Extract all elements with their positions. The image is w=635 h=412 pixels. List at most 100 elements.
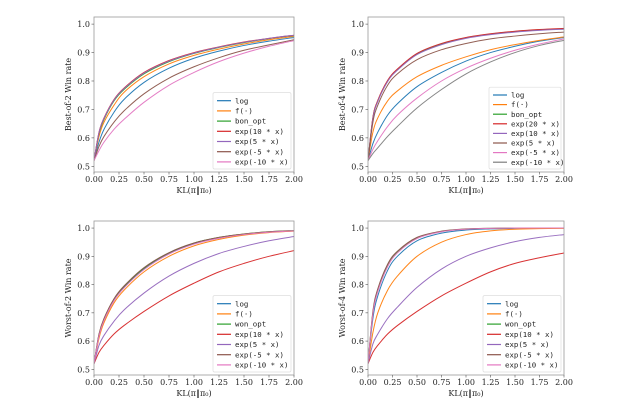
legend-label: log [505, 299, 518, 308]
y-tick-label: 0.5 [77, 365, 90, 374]
legend-label: exp(10 * x) [511, 129, 560, 138]
legend-label: bon_opt [511, 110, 542, 119]
x-tick-label: 1.50 [506, 175, 524, 184]
y-tick-label: 0.9 [77, 252, 90, 261]
x-tick-label: 1.75 [260, 378, 278, 387]
x-tick-label: 1.00 [185, 378, 203, 387]
y-tick-label: 0.7 [77, 105, 90, 114]
series-line-exp-10-x [94, 250, 294, 364]
legend-label: log [235, 96, 248, 105]
legend-label: exp(5 * x) [235, 137, 280, 146]
y-tick-label: 0.5 [351, 162, 364, 171]
x-tick-label: 1.00 [457, 378, 475, 387]
series-line-exp-10-x [368, 28, 564, 161]
x-tick-label: 0.00 [359, 175, 377, 184]
legend-box [482, 295, 562, 373]
series-lines [94, 230, 294, 364]
y-axis-label: Worst-of-2 Win rate [64, 258, 73, 337]
series-line-exp-10-x [94, 230, 294, 364]
y-tick-label: 0.8 [77, 77, 90, 86]
legend-label: won_opt [235, 320, 266, 329]
legend-label: won_opt [505, 320, 536, 329]
y-tick-label: 0.8 [351, 77, 364, 86]
y-tick-label: 0.5 [77, 162, 90, 171]
legend-label: exp(-5 * x) [505, 350, 554, 359]
series-line-f [368, 227, 564, 364]
x-tick-label: 1.25 [210, 175, 228, 184]
series-line-log [94, 36, 294, 161]
x-tick-label: 0.00 [85, 378, 103, 387]
legend-label: exp(5 * x) [505, 340, 550, 349]
x-tick-label: 0.25 [110, 378, 128, 387]
chart-panel-4: 0.00 0.25 0.50 0.75 1.00 1.25 1.50 1.75 2.00 0.5 0… [338, 220, 573, 398]
legend-label: exp(-10 * x) [511, 158, 564, 167]
x-tick-label: 0.75 [160, 378, 178, 387]
x-tick-label: 2.00 [285, 378, 303, 387]
series-line-exp-5-x [94, 230, 294, 364]
y-axis-label: Best-of-2 Win rate [64, 58, 73, 132]
legend-box [212, 295, 292, 373]
x-tick-label: 0.75 [433, 378, 451, 387]
series-lines [94, 34, 294, 161]
x-tick-label: 0.25 [110, 175, 128, 184]
x-axis-label: KL(π‖π₀) [448, 186, 483, 195]
x-tick-label: 0.25 [384, 378, 402, 387]
chart-panel-2: 0.00 0.25 0.50 0.75 1.00 1.25 1.50 1.75 2.00 0.5 0… [338, 16, 573, 195]
chart-panel-1: 0.00 0.25 0.50 0.75 1.00 1.25 1.50 1.75 2.00 0.5 0… [64, 16, 303, 195]
legend-label: f(·) [511, 100, 529, 109]
y-tick-label: 1.0 [77, 224, 90, 233]
legend-label: exp(10 * x) [505, 330, 554, 339]
y-tick-label: 0.7 [351, 105, 364, 114]
x-tick-label: 2.00 [285, 175, 303, 184]
y-tick-label: 0.5 [351, 365, 364, 374]
legend-label: exp(-5 * x) [235, 350, 284, 359]
x-axis-label: KL(π‖π₀) [448, 389, 483, 398]
x-tick-label: 0.50 [408, 175, 426, 184]
series-lines [368, 227, 564, 364]
y-tick-label: 0.9 [77, 49, 90, 58]
series-line-f [94, 35, 294, 161]
x-tick-label: 1.00 [185, 175, 203, 184]
x-tick-label: 1.50 [235, 175, 253, 184]
legend-label: exp(10 * x) [235, 127, 284, 136]
series-line-exp-10-x [368, 252, 564, 364]
x-tick-label: 0.75 [160, 175, 178, 184]
x-tick-label: 0.50 [408, 378, 426, 387]
y-tick-label: 0.7 [351, 309, 364, 318]
x-tick-label: 2.00 [555, 175, 573, 184]
legend-label: exp(20 * x) [511, 119, 560, 128]
y-tick-label: 0.7 [77, 309, 90, 318]
x-tick-label: 0.50 [135, 378, 153, 387]
y-tick-label: 0.6 [77, 337, 90, 346]
x-tick-label: 1.00 [457, 175, 475, 184]
legend-label: exp(-5 * x) [511, 148, 560, 157]
x-tick-label: 1.50 [235, 378, 253, 387]
legend-label: exp(-10 * x) [235, 158, 288, 167]
series-line-exp-10-x [368, 227, 564, 364]
legend-label: exp(5 * x) [511, 139, 556, 148]
legend-label: f(·) [235, 107, 253, 116]
legend-label: exp(10 * x) [235, 330, 284, 339]
legend-label: exp(-10 * x) [235, 361, 288, 370]
x-tick-label: 0.25 [384, 175, 402, 184]
x-tick-label: 1.25 [482, 378, 500, 387]
legend-label: f(·) [235, 310, 253, 319]
series-line-f [94, 230, 294, 364]
chart-panel-3: 0.00 0.25 0.50 0.75 1.00 1.25 1.50 1.75 2.00 0.5 0… [64, 220, 303, 398]
series-line-exp-5-x [368, 31, 564, 161]
x-tick-label: 0.00 [85, 175, 103, 184]
y-tick-label: 0.6 [351, 134, 364, 143]
y-axis-label: Best-of-4 Win rate [338, 58, 347, 132]
series-line-f [368, 36, 564, 161]
legend-label: exp(-5 * x) [235, 147, 284, 156]
series-line-exp-5-x [368, 38, 564, 161]
legend-label: f(·) [505, 310, 523, 319]
legend-box [212, 92, 292, 170]
series-line-exp-10-x [94, 40, 294, 161]
y-tick-label: 0.8 [351, 281, 364, 290]
x-tick-label: 1.50 [506, 378, 524, 387]
series-line-exp-10-x [368, 39, 564, 161]
series-line-exp-5-x [368, 234, 564, 364]
